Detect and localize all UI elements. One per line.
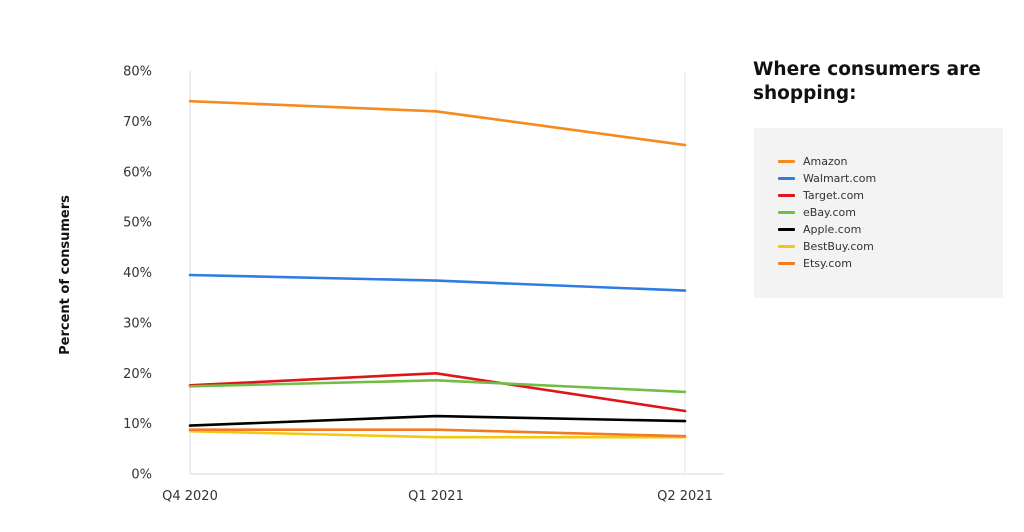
legend-label: Etsy.com [803,257,852,270]
series-line-walmart-com [188,273,687,292]
legend-label: Amazon [803,155,848,168]
grid-lines [435,71,686,474]
legend-item-bestbuy-com: BestBuy.com [778,238,876,255]
y-tick-label: 70% [123,115,152,130]
legend-title: Where consumers are shopping: [753,59,981,104]
series-line-ebay-com [188,378,687,394]
legend-item-target-com: Target.com [778,187,876,204]
legend-swatch [778,245,795,248]
series-line-bestbuy-com [188,429,687,439]
legend-swatch [778,211,795,214]
y-tick-label: 80% [123,65,152,80]
y-tick-label: 60% [123,165,152,180]
y-tick-label: 40% [123,266,152,281]
legend-label: Walmart.com [803,172,877,185]
y-tick-label: 0% [131,468,152,483]
legend-swatch [778,194,795,197]
y-tick-label: 50% [123,216,152,231]
legend-item-amazon: Amazon [778,153,876,170]
series-line-apple-com [188,414,687,427]
legend-label: eBay.com [803,206,856,219]
y-tick-label: 30% [123,316,152,331]
y-tick-label: 10% [123,417,152,432]
axes [189,71,724,475]
legend-label: Apple.com [803,223,862,236]
series-line-amazon [188,99,687,147]
series-line-etsy-com [188,428,687,438]
legend-label: Target.com [803,189,865,202]
series-lines [188,99,687,439]
legend-swatch [778,177,795,180]
x-tick-label: Q2 2021 [657,489,713,504]
y-tick-label: 20% [123,367,152,382]
legend-swatch [778,160,795,163]
legend-item-etsy-com: Etsy.com [778,255,876,272]
x-tick-label: Q1 2021 [408,489,464,504]
legend-swatch [778,262,795,265]
x-tick-label: Q4 2020 [162,489,218,504]
legend: Amazon Walmart.com Target.com eBay.com Apple… [754,128,1003,298]
tick-labels: 0% 10% 20% 30% 40% 50% 60% 70% 80% Q4 2020 Q1 2021… [123,65,713,505]
legend-label: BestBuy.com [803,240,874,253]
legend-swatch [778,228,795,231]
y-axis-title: Percent of consumers [58,195,73,355]
series-line-target-com [188,371,687,413]
legend-item-walmart-com: Walmart.com [778,170,876,187]
legend-item-ebay-com: eBay.com [778,204,876,221]
legend-item-apple-com: Apple.com [778,221,876,238]
legend-list: Amazon Walmart.com Target.com eBay.com Apple… [778,153,876,272]
